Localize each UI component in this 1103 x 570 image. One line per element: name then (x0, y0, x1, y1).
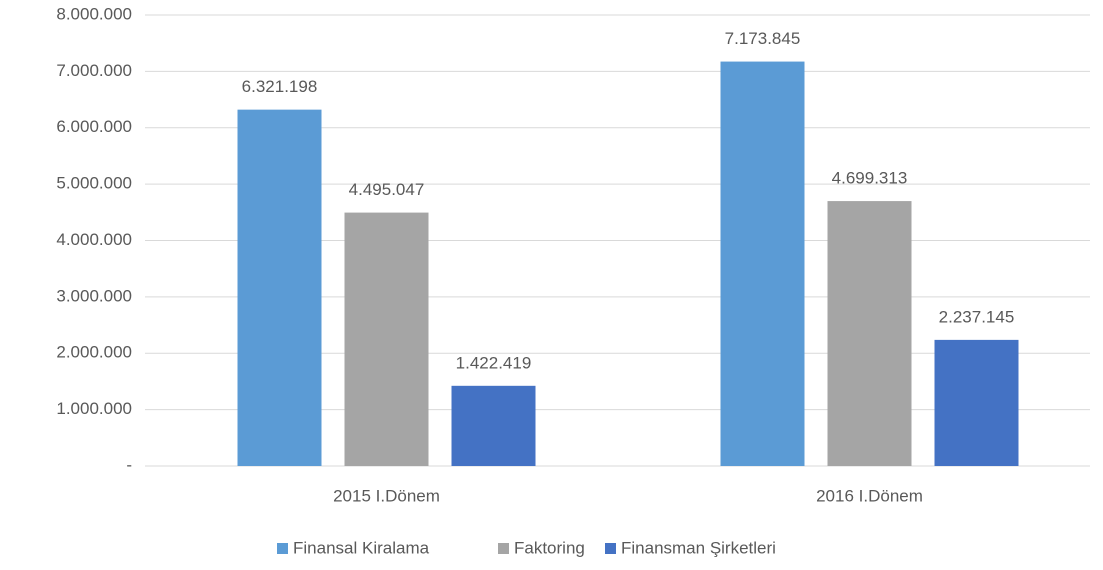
bar (237, 109, 322, 467)
y-tick-label: 3.000.000 (56, 286, 132, 305)
y-tick-label: 4.000.000 (56, 230, 132, 249)
bar (720, 61, 805, 466)
legend-swatch (498, 543, 509, 554)
data-label: 7.173.845 (725, 29, 801, 48)
data-label: 2.237.145 (939, 307, 1015, 326)
x-tick-label: 2015 I.Dönem (333, 486, 440, 505)
y-tick-label: 6.000.000 (56, 117, 132, 136)
data-label: 4.495.047 (349, 180, 425, 199)
y-tick-label: 5.000.000 (56, 174, 132, 193)
y-tick-label: 2.000.000 (56, 343, 132, 362)
y-tick-label: - (126, 455, 132, 474)
legend-label: Finansal Kiralama (293, 538, 430, 557)
legend-label: Faktoring (514, 538, 585, 557)
data-label: 4.699.313 (832, 169, 908, 188)
bar (451, 385, 536, 466)
legend-swatch (605, 543, 616, 554)
y-tick-label: 7.000.000 (56, 61, 132, 80)
y-tick-label: 8.000.000 (56, 4, 132, 23)
legend-label: Finansman Şirketleri (621, 538, 776, 557)
legend-swatch (277, 543, 288, 554)
y-tick-label: 1.000.000 (56, 399, 132, 418)
x-tick-label: 2016 I.Dönem (816, 486, 923, 505)
bar (934, 339, 1019, 466)
data-label: 6.321.198 (242, 77, 318, 96)
data-label: 1.422.419 (456, 353, 532, 372)
bar (827, 201, 912, 466)
bar (344, 212, 429, 466)
